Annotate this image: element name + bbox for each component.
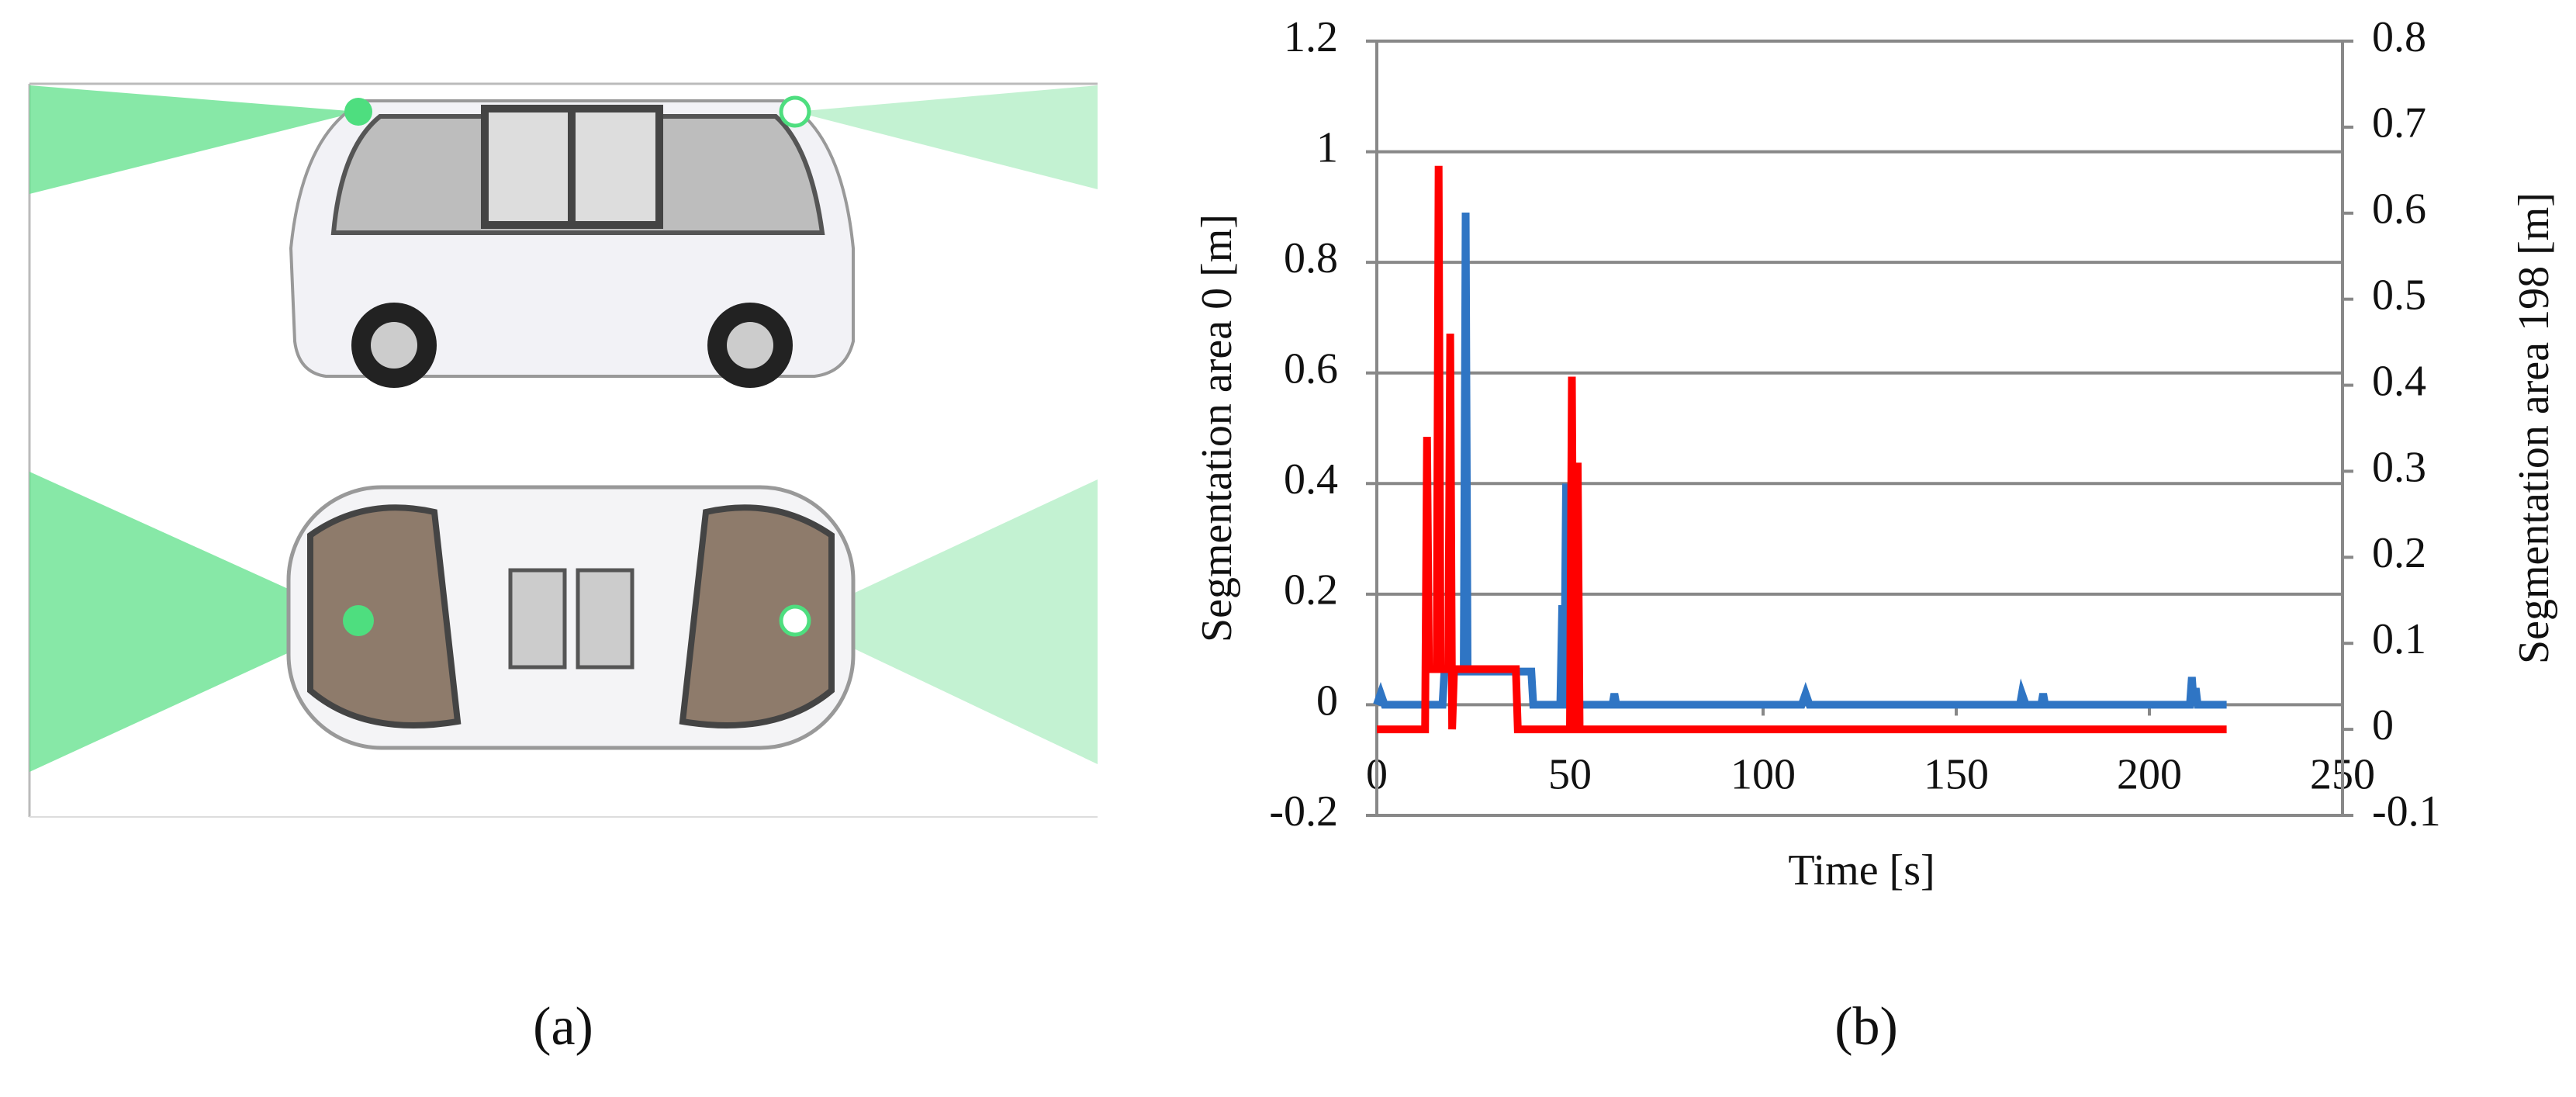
vehicle-drawing xyxy=(28,82,1098,818)
y-tick-label: -0.2 xyxy=(1269,787,1338,836)
caption: (a) xyxy=(533,997,593,1057)
x-axis-title: Time [s] xyxy=(1788,846,1935,895)
y2-tick-label: 0.4 xyxy=(2372,357,2426,405)
x-tick-label: 50 xyxy=(1548,750,1592,798)
y-tick-label: 0 xyxy=(1316,677,1338,725)
y-tick-label: 0.2 xyxy=(1284,566,1338,614)
y-axis-title: Segmentation area 0 [m] xyxy=(1193,214,1241,642)
x-tick-label: 100 xyxy=(1731,750,1796,798)
y2-tick-label: 0.2 xyxy=(2372,529,2426,577)
x-tick-label: 150 xyxy=(1924,750,1989,798)
y2-tick-label: 0.3 xyxy=(2372,443,2426,491)
y2-tick-label: -0.1 xyxy=(2372,787,2441,836)
y2-tick-label: 0.7 xyxy=(2372,99,2426,147)
data-line xyxy=(1377,165,2227,734)
y2-tick-label: 0 xyxy=(2372,701,2394,749)
y-tick-label: 0.8 xyxy=(1284,234,1338,282)
y2-axis-title: Segmentation area 198 [m] xyxy=(2510,192,2558,664)
y-tick-label: 1.2 xyxy=(1284,13,1338,61)
y-tick-label: 0.4 xyxy=(1284,455,1338,504)
y-tick-label: 1 xyxy=(1316,123,1338,171)
y2-tick-label: 0.8 xyxy=(2372,13,2426,61)
data-line xyxy=(1373,212,2227,709)
caption: (b) xyxy=(1834,997,1898,1057)
y2-tick-label: 0.5 xyxy=(2372,272,2426,320)
y-tick-label: 0.6 xyxy=(1284,345,1338,393)
x-tick-label: 200 xyxy=(2117,750,2182,798)
y2-tick-label: 0.1 xyxy=(2372,615,2426,663)
chart: Time [s] Segmentation area 0 [m] Segment… xyxy=(1193,13,2558,895)
y2-tick-label: 0.6 xyxy=(2372,185,2426,234)
